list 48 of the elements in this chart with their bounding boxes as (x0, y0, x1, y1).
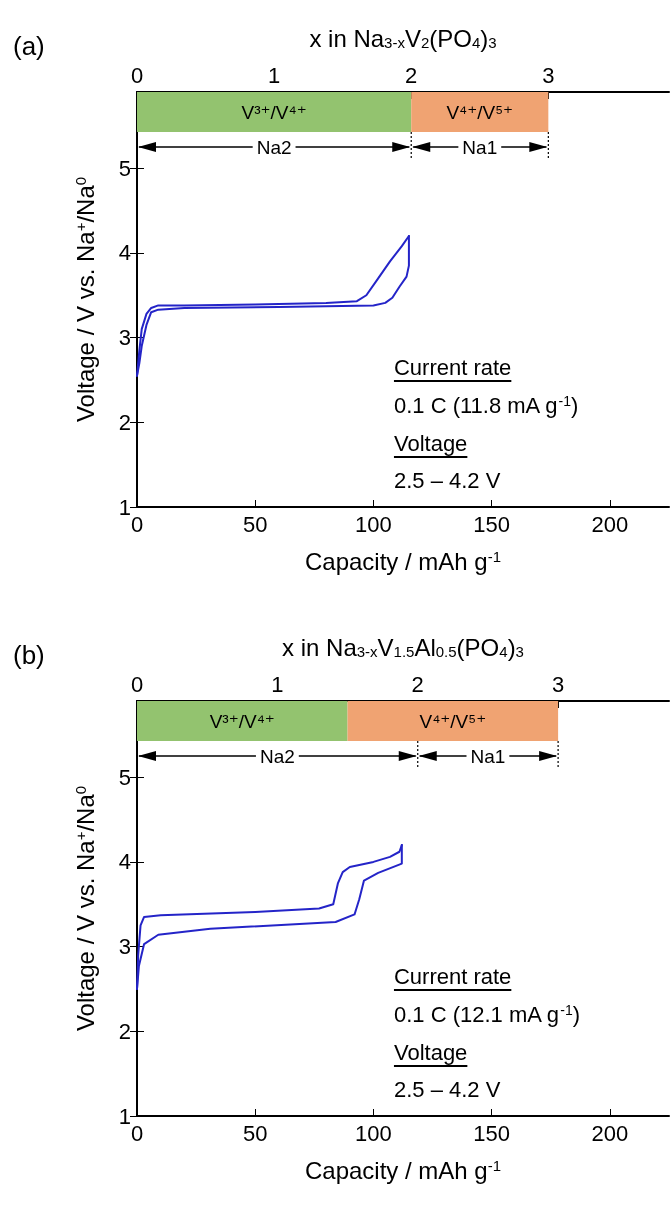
x-tick-label: 50 (242, 511, 268, 537)
band-label: V⁴⁺/V⁵⁺ (446, 101, 514, 123)
band-label: V⁴⁺/V⁵⁺ (419, 710, 487, 732)
chart-title: (a) (13, 31, 45, 61)
y-tick-label: 5 (118, 155, 131, 181)
band-label: V³⁺/V⁴⁺ (241, 101, 307, 123)
annotation: Voltage (393, 1039, 468, 1065)
annotation: Na2 (259, 745, 295, 767)
y-tick-label: 1 (118, 494, 131, 520)
annotation: Current rate (393, 963, 512, 989)
annotation: Na1 (470, 745, 506, 767)
annotation: Current rate (393, 354, 512, 380)
x2-tick-label: 1 (267, 62, 281, 88)
x-tick-label: 200 (591, 511, 629, 537)
annotation: 2.5 – 4.2 V (393, 1076, 501, 1102)
y-tick-label: 2 (118, 409, 131, 435)
x2-tick-label: 2 (411, 671, 424, 697)
y-tick-label: 1 (118, 1103, 131, 1129)
x2-axis-title: x in Na3-xV2(PO4)3 (309, 24, 497, 52)
y-tick-label: 5 (118, 764, 131, 790)
annotation: Na2 (256, 136, 292, 158)
y-tick-label: 3 (118, 325, 131, 351)
x2-tick-label: 0 (130, 671, 144, 697)
x2-tick-label: 0 (130, 62, 144, 88)
y-tick-label: 2 (118, 1018, 131, 1044)
annotation: 2.5 – 4.2 V (393, 467, 501, 493)
annotation: Voltage (393, 430, 468, 456)
x-tick-label: 0 (130, 511, 144, 537)
x-tick-label: 100 (355, 1120, 392, 1146)
x-tick-label: 0 (130, 1120, 144, 1146)
x-tick-label: 50 (242, 1120, 268, 1146)
chart-title: (b) (13, 640, 45, 670)
y-tick-label: 3 (118, 934, 131, 960)
x2-tick-label: 3 (551, 671, 565, 697)
y-axis-title: Voltage / V vs. Na+/Na0 (71, 176, 99, 423)
x-tick-label: 200 (591, 1120, 629, 1146)
x2-tick-label: 1 (271, 671, 284, 697)
text: x in Na3-xV1.5Al0.5(PO4)3 (282, 633, 524, 661)
y-tick-label: 4 (118, 849, 131, 875)
x2-tick-label: 2 (405, 62, 418, 88)
y-tick-label: 4 (118, 240, 131, 266)
y-axis-title: Voltage / V vs. Na+/Na0 (71, 785, 99, 1032)
x-tick-label: 150 (473, 511, 511, 537)
annotation: Na1 (462, 136, 498, 158)
x-tick-label: 150 (473, 1120, 511, 1146)
x-tick-label: 100 (355, 511, 392, 537)
x2-tick-label: 3 (542, 62, 555, 88)
band-label: V³⁺/V⁴⁺ (209, 710, 275, 732)
